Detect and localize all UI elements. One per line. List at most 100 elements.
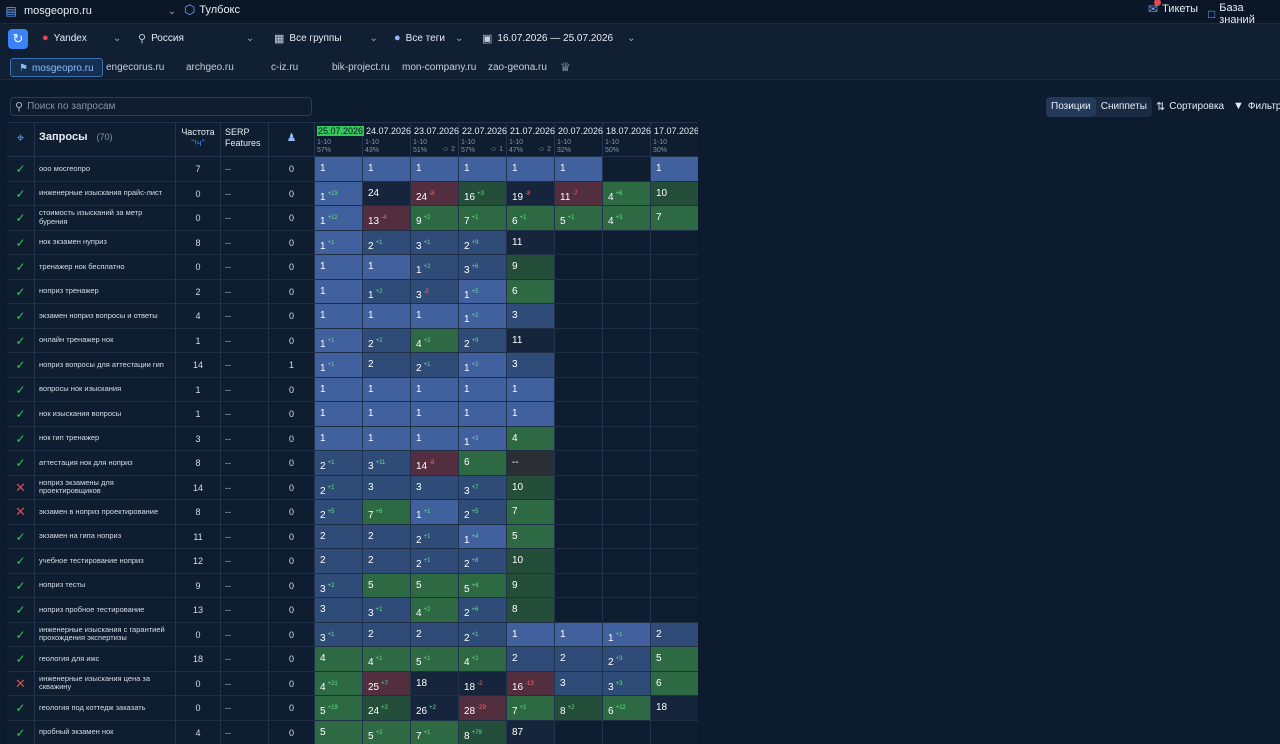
position-cell[interactable]: 1 +3 — [459, 426, 507, 450]
position-cell[interactable]: 18 — [651, 696, 698, 720]
position-cell[interactable]: 1 +1 — [315, 328, 363, 352]
position-cell[interactable] — [555, 328, 603, 352]
date-header[interactable]: 18.07.2026 1-10 50% — [603, 123, 651, 157]
position-cell[interactable] — [603, 279, 651, 303]
date-header[interactable]: 22.07.2026 1-10 57% ☺ 1 — [459, 123, 507, 157]
position-cell[interactable]: 6 +12 — [603, 696, 651, 720]
position-cell[interactable]: 1 +1 — [411, 500, 459, 524]
position-cell[interactable]: 6 +1 — [507, 206, 555, 230]
position-cell[interactable]: 10 — [651, 181, 698, 205]
toolbox-link[interactable]: ⬡ Тулбокс — [184, 2, 240, 18]
position-cell[interactable]: 1 — [315, 402, 363, 426]
position-cell[interactable]: 1 — [411, 426, 459, 450]
query-cell[interactable]: ноприз вопросы для аттестации гип — [35, 353, 176, 377]
engine-select[interactable]: ● Yandex ⌄ — [42, 32, 121, 44]
position-cell[interactable] — [603, 720, 651, 744]
position-cell[interactable]: 2 +5 — [459, 500, 507, 524]
check-icon[interactable]: ✓ — [7, 206, 35, 230]
position-cell[interactable]: 8 +79 — [459, 720, 507, 744]
position-cell[interactable]: 2 — [651, 622, 698, 646]
position-cell[interactable]: 1 — [363, 255, 411, 279]
position-cell[interactable]: 1 +12 — [315, 206, 363, 230]
position-cell[interactable]: 11 -7 — [555, 181, 603, 205]
filter-button[interactable]: ▼ Фильтр — [1233, 100, 1280, 112]
position-cell[interactable]: 1 — [363, 304, 411, 328]
position-cell[interactable] — [651, 549, 698, 573]
position-cell[interactable]: 3 +1 — [315, 622, 363, 646]
position-cell[interactable] — [555, 500, 603, 524]
query-cell[interactable]: инженерные изыскания прайс-лист — [35, 181, 176, 205]
check-icon[interactable]: ✓ — [7, 377, 35, 401]
check-icon[interactable]: ✓ — [7, 598, 35, 622]
check-icon[interactable]: ✓ — [7, 524, 35, 548]
position-cell[interactable]: 1 +2 — [459, 304, 507, 328]
position-cell[interactable]: 7 +6 — [363, 500, 411, 524]
check-icon[interactable]: ✓ — [7, 304, 35, 328]
position-cell[interactable]: 2 — [363, 549, 411, 573]
search-input[interactable] — [27, 101, 298, 112]
position-cell[interactable]: 5 — [315, 720, 363, 744]
query-cell[interactable]: учебное тестирование ноприз — [35, 549, 176, 573]
position-cell[interactable]: 1 — [555, 157, 603, 181]
position-cell[interactable]: 1 — [315, 377, 363, 401]
position-cell[interactable]: 4 +21 — [315, 671, 363, 695]
position-cell[interactable] — [555, 377, 603, 401]
position-cell[interactable]: 5 — [363, 573, 411, 597]
query-cell[interactable]: ооо мосгеопро — [35, 157, 176, 181]
position-cell[interactable] — [603, 598, 651, 622]
position-cell[interactable] — [555, 475, 603, 499]
position-cell[interactable]: 3 +7 — [459, 475, 507, 499]
query-cell[interactable]: пробный экзамен нок — [35, 720, 176, 744]
position-cell[interactable]: 1 — [315, 279, 363, 303]
region-select[interactable]: ⚲ Россия ⌄ — [138, 32, 254, 45]
position-cell[interactable] — [555, 720, 603, 744]
position-cell[interactable]: 1 — [411, 157, 459, 181]
position-cell[interactable] — [651, 574, 698, 598]
position-cell[interactable] — [651, 353, 698, 377]
position-cell[interactable]: 4 +2 — [411, 598, 459, 622]
position-cell[interactable]: 1 +4 — [459, 524, 507, 548]
position-cell[interactable]: 1 — [507, 622, 555, 646]
position-cell[interactable]: 7 +1 — [411, 720, 459, 744]
snippets-toggle[interactable]: Сниппеты — [1100, 101, 1147, 112]
position-cell[interactable]: 1 +5 — [459, 279, 507, 303]
position-cell[interactable] — [651, 525, 698, 549]
position-cell[interactable]: 5 +2 — [363, 720, 411, 744]
query-cell[interactable]: ноприз тренажер — [35, 279, 176, 303]
position-cell[interactable]: 13 -4 — [363, 206, 411, 230]
position-cell[interactable]: 3 -2 — [411, 279, 459, 303]
position-cell[interactable]: 3 — [507, 353, 555, 377]
position-cell[interactable]: 2 +1 — [363, 230, 411, 254]
position-cell[interactable]: 18 — [411, 671, 459, 695]
query-cell[interactable]: геология под коттедж заказать — [35, 696, 176, 720]
position-cell[interactable]: 2 — [363, 353, 411, 377]
tags-select[interactable]: ● Все теги ⌄ — [394, 32, 463, 44]
site-tab[interactable]: engecorus.ru — [98, 58, 172, 77]
refresh-button[interactable]: ↻ — [8, 29, 28, 49]
position-cell[interactable]: 26 +2 — [411, 696, 459, 720]
position-cell[interactable]: 3 — [315, 598, 363, 622]
position-cell[interactable]: 6 — [507, 279, 555, 303]
position-cell[interactable]: 8 — [507, 598, 555, 622]
position-cell[interactable]: 8 +2 — [555, 696, 603, 720]
position-cell[interactable] — [555, 353, 603, 377]
position-cell[interactable]: 5 — [411, 573, 459, 597]
position-cell[interactable]: 9 — [507, 573, 555, 597]
check-icon[interactable]: ✓ — [7, 230, 35, 254]
position-cell[interactable]: 1 +2 — [363, 279, 411, 303]
position-cell[interactable]: 7 +1 — [507, 696, 555, 720]
position-cell[interactable]: 3 — [411, 475, 459, 499]
position-cell[interactable]: 4 +2 — [459, 647, 507, 671]
sort-button[interactable]: ⇅ Сортировка — [1156, 100, 1224, 113]
query-cell[interactable]: экзамен в ноприз проектирование — [35, 500, 176, 524]
position-cell[interactable] — [555, 426, 603, 450]
user-icon[interactable]: ♟ — [269, 123, 315, 157]
target-icon[interactable]: ⌖ — [7, 123, 35, 157]
position-cell[interactable]: 2 — [555, 647, 603, 671]
position-cell[interactable] — [603, 451, 651, 475]
query-cell[interactable]: инженерные изыскания цена за скважину — [35, 671, 176, 695]
date-header[interactable]: 17.07.2026 1-10 30% — [651, 123, 698, 157]
position-cell[interactable] — [555, 598, 603, 622]
position-cell[interactable] — [651, 402, 698, 426]
position-cell[interactable] — [603, 377, 651, 401]
